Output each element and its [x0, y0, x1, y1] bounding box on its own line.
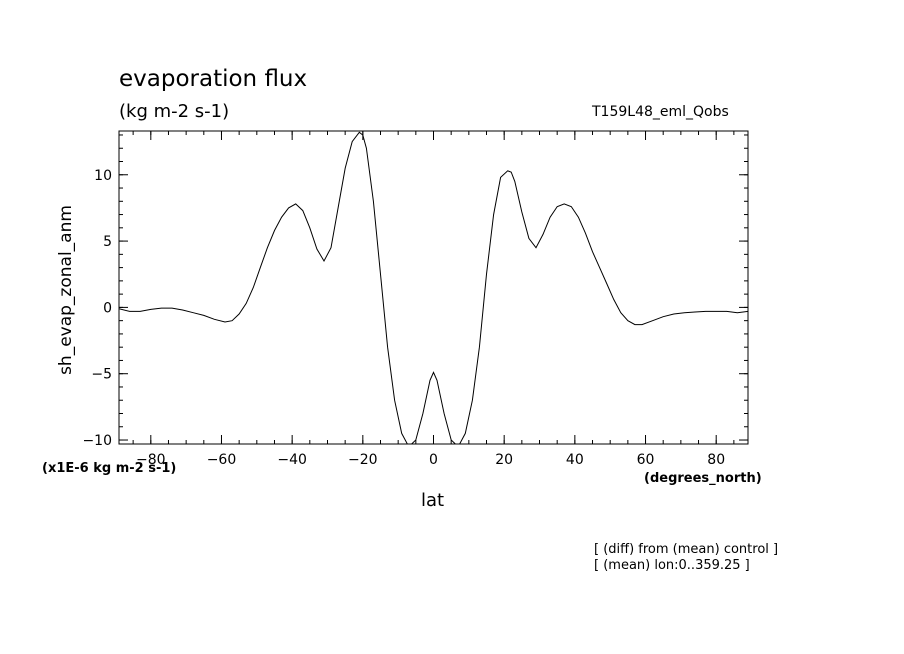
x-tick-label: 0 [429, 452, 438, 468]
y-tick-label: 0 [103, 300, 112, 316]
x-tick-label: 20 [495, 452, 513, 468]
chart-units-subtitle: (kg m-2 s-1) [119, 101, 230, 122]
y-tick-label: −5 [91, 367, 112, 383]
x-tick-label: 40 [566, 452, 584, 468]
x-axis-label: lat [421, 490, 445, 511]
x-tick-label: −20 [348, 452, 378, 468]
y-tick-label: 5 [103, 234, 112, 250]
y-tick-label: −10 [82, 433, 112, 449]
run-label: T159L48_eml_Qobs [592, 104, 729, 120]
x-tick-label: 60 [637, 452, 655, 468]
diff-note: [ (diff) from (mean) control ] [594, 542, 779, 557]
x-axis-units: (degrees_north) [644, 471, 762, 486]
axis-ticks [119, 131, 748, 444]
plot-frame [118, 130, 749, 445]
x-tick-label: −40 [277, 452, 307, 468]
y-axis-units: (x1E-6 kg m-2 s-1) [42, 461, 177, 476]
chart-title: evaporation flux [119, 66, 308, 92]
axis-tick-labels: −80 −60 −40 −20 0 20 40 60 80 −10 −5 0 5 10 [82, 168, 725, 468]
x-tick-label: −60 [207, 452, 237, 468]
x-tick-label: −80 [136, 452, 166, 468]
y-tick-label: 10 [94, 168, 112, 184]
mean-note: [ (mean) lon:0..359.25 ] [594, 558, 750, 573]
series-line [119, 131, 748, 444]
x-tick-label: 80 [707, 452, 725, 468]
y-axis-label: sh_evap_zonal_anm [56, 205, 76, 375]
